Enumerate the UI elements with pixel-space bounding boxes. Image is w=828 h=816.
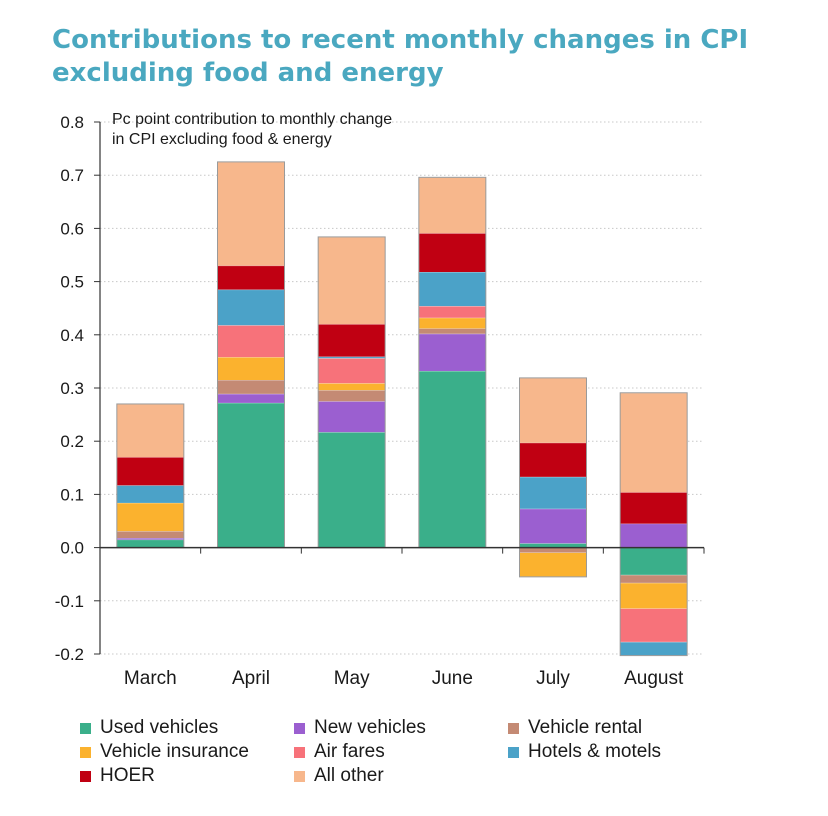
- y-tick-label: 0.4: [60, 326, 84, 345]
- bar-segment: [418, 317, 486, 329]
- bar-segment: [519, 476, 587, 509]
- bar-segment: [418, 370, 486, 548]
- bar-segment: [620, 608, 688, 643]
- legend-item: All other: [294, 764, 384, 788]
- bar-segment: [116, 485, 184, 503]
- bars: [116, 161, 688, 657]
- bar-segment: [620, 523, 688, 548]
- bar-segment: [217, 393, 285, 403]
- bar-segment: [620, 575, 688, 584]
- y-tick-label: 0.3: [60, 379, 84, 398]
- y-tick-label: 0.6: [60, 219, 84, 238]
- bar-segment: [116, 538, 184, 540]
- bar-segment: [519, 508, 587, 544]
- bar-segment: [116, 457, 184, 486]
- bar-segment: [116, 502, 184, 532]
- bar-segment: [620, 642, 688, 656]
- legend-swatch: [294, 722, 305, 734]
- bar-segment: [620, 583, 688, 609]
- chart-title: Contributions to recent monthly changes …: [52, 25, 749, 88]
- y-tick-label: 0.5: [60, 273, 84, 292]
- bar-segment: [116, 531, 184, 539]
- bar-segment: [217, 380, 285, 394]
- legend-swatch: [508, 746, 519, 758]
- x-tick-label: April: [232, 668, 270, 689]
- x-tick-label: June: [432, 668, 473, 689]
- bar-segment: [620, 392, 688, 493]
- bar-segment: [418, 306, 486, 318]
- bar-segment: [519, 547, 587, 553]
- y-tick-label: -0.2: [55, 645, 84, 664]
- y-axis-label-line-1: Pc point contribution to monthly change: [112, 111, 392, 128]
- y-axis-label-line-2: in CPI excluding food & energy: [112, 131, 332, 148]
- bar-segment: [116, 403, 184, 458]
- bar-segment: [217, 161, 285, 266]
- legend-label: HOER: [100, 765, 155, 786]
- legend-label: Hotels & motels: [528, 741, 662, 762]
- legend-item: Vehicle insurance: [80, 740, 249, 764]
- bar-segment: [318, 236, 386, 325]
- bar-segment: [217, 402, 285, 548]
- bar-segment: [116, 539, 184, 548]
- y-tick-label: 0.0: [60, 539, 84, 558]
- bar-segment: [318, 432, 386, 548]
- x-tick-label: July: [536, 668, 570, 689]
- axes: 0.8 0.7 0.6 0.5 0.4 0.3 0.2 0.1 0.0 -0.1 -0.2 March…: [55, 113, 705, 689]
- legend-item: HOER: [80, 764, 155, 788]
- bar-segment: [418, 177, 486, 234]
- bar-segment: [318, 358, 386, 384]
- bar-segment: [318, 324, 386, 357]
- legend-item: Used vehicles: [80, 716, 218, 740]
- x-tick-label: March: [124, 668, 177, 689]
- legend-swatch: [80, 722, 91, 734]
- bar-segment: [217, 289, 285, 326]
- bar-segment: [418, 233, 486, 273]
- legend-label: Used vehicles: [100, 717, 219, 738]
- legend-label: Vehicle insurance: [100, 741, 249, 762]
- stacked-bar-chart: 0.8 0.7 0.6 0.5 0.4 0.3 0.2 0.1 0.0 -0.1 -0.2 March…: [55, 111, 705, 689]
- y-tick-label: 0.2: [60, 432, 84, 451]
- x-tick-label: May: [334, 668, 370, 689]
- legend-swatch: [294, 770, 305, 782]
- bar-segment: [318, 401, 386, 433]
- bar-segment: [217, 265, 285, 290]
- y-tick-label: 0.7: [60, 166, 84, 185]
- bar-segment: [418, 333, 486, 371]
- legend-label: Vehicle rental: [528, 717, 643, 738]
- bar-segment: [519, 442, 587, 477]
- legend-label: All other: [314, 765, 384, 786]
- legend-swatch: [508, 722, 519, 734]
- bar-segment: [318, 356, 386, 359]
- legend-item: New vehicles: [294, 716, 426, 740]
- bar-segment: [519, 552, 587, 577]
- legend-label: Air fares: [314, 741, 385, 762]
- bar-segment: [418, 272, 486, 307]
- legend-item: Hotels & motels: [508, 740, 661, 764]
- bar-segment: [620, 492, 688, 524]
- legend-label: New vehicles: [314, 717, 426, 738]
- y-tick-label: 0.8: [60, 113, 84, 132]
- bar-segment: [318, 390, 386, 402]
- bar-segment: [519, 543, 587, 548]
- legend-swatch: [80, 770, 91, 782]
- gridlines: [100, 121, 704, 655]
- bar-segment: [519, 377, 587, 443]
- y-tick-label: 0.1: [60, 485, 84, 504]
- legend-swatch: [80, 746, 91, 758]
- bar-segment: [620, 547, 688, 576]
- y-tick-label: -0.1: [55, 592, 84, 611]
- legend-item: Air fares: [294, 740, 385, 764]
- bar-segment: [217, 325, 285, 358]
- legend-swatch: [294, 746, 305, 758]
- bar-segment: [217, 357, 285, 381]
- bar-segment: [318, 383, 386, 391]
- legend-item: Vehicle rental: [508, 716, 642, 740]
- x-tick-label: August: [624, 668, 684, 689]
- bar-segment: [418, 328, 486, 334]
